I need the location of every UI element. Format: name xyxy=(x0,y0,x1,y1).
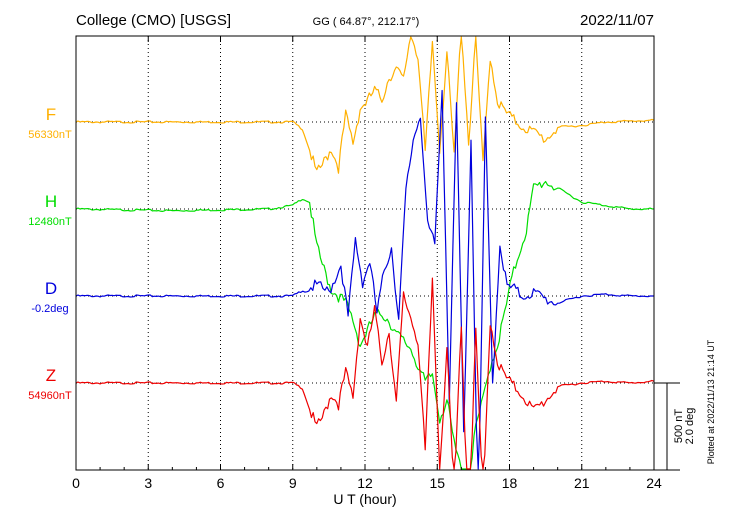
component-name-Z: Z xyxy=(46,366,56,385)
trace-F xyxy=(75,36,655,174)
x-tick-label: 3 xyxy=(144,475,152,491)
component-baseline-Z: 54960nT xyxy=(28,390,72,402)
trace-H xyxy=(75,180,655,470)
x-tick-label: 18 xyxy=(502,475,518,491)
grid-lines xyxy=(76,36,654,470)
x-tick-label: 12 xyxy=(357,475,373,491)
x-axis-label: U T (hour) xyxy=(333,491,396,507)
scale-nt-label: 500 nT xyxy=(673,409,685,444)
component-name-H: H xyxy=(45,192,57,211)
component-name-F: F xyxy=(46,105,56,124)
x-tick-label: 21 xyxy=(574,475,590,491)
x-tick-label: 0 xyxy=(72,475,80,491)
component-baseline-F: 56330nT xyxy=(28,129,72,141)
x-axis: 0 3 6 9 12 15 18 21 24 xyxy=(72,36,662,491)
x-tick-label: 15 xyxy=(429,475,445,491)
x-tick-label: 9 xyxy=(289,475,297,491)
coordinates-label: GG ( 64.87°, 212.17°) xyxy=(313,16,420,28)
station-title: College (CMO) [USGS] xyxy=(76,12,231,29)
traces xyxy=(75,36,655,470)
component-baseline-D: -0.2deg xyxy=(31,303,68,315)
x-tick-label: 6 xyxy=(217,475,225,491)
trace-D xyxy=(75,89,654,470)
scale-bar: 500 nT 2.0 deg xyxy=(654,382,696,471)
trace-Z xyxy=(75,277,655,470)
component-baseline-H: 12480nT xyxy=(28,216,72,228)
plotted-at-label: Plotted at 2022/11/13 21:14 UT xyxy=(706,339,716,464)
component-name-D: D xyxy=(45,279,57,298)
scale-deg-label: 2.0 deg xyxy=(684,408,696,445)
component-labels: F 56330nT H 12480nT D -0.2deg Z 54960nT xyxy=(28,105,72,402)
date-label: 2022/11/07 xyxy=(580,12,654,29)
x-tick-label: 24 xyxy=(646,475,662,491)
